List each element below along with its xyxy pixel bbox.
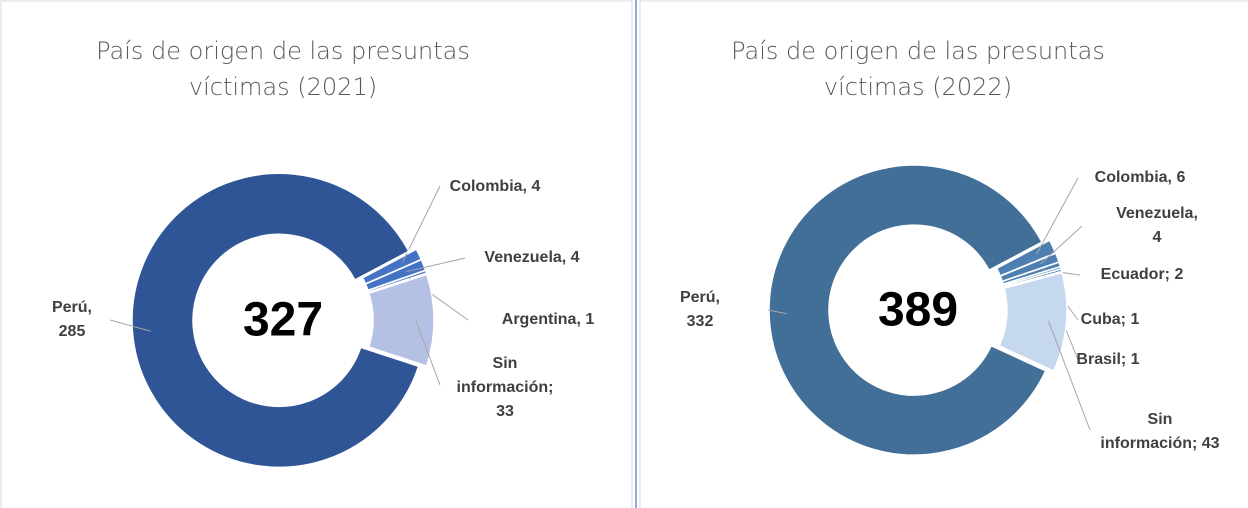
data-label: Perú, 285 <box>51 299 92 340</box>
leader-line <box>109 319 151 332</box>
data-label: Ecuador; 2 <box>1100 266 1184 283</box>
slice <box>367 273 435 367</box>
leader-line <box>402 185 441 263</box>
slice <box>768 164 1047 456</box>
leader-line <box>1040 225 1083 265</box>
panel-border <box>0 0 633 508</box>
slice <box>1002 268 1063 288</box>
leader-line <box>406 257 466 273</box>
center-total: 327 <box>242 293 324 347</box>
chart-title: País de origen de las presuntas víctimas… <box>731 37 1105 101</box>
slice <box>998 271 1068 373</box>
leader-line <box>1036 177 1079 255</box>
data-label: Cuba; 1 <box>1080 311 1140 328</box>
leader-line <box>1048 320 1091 431</box>
data-label: Colombia, 6 <box>1094 169 1186 186</box>
slice <box>131 172 420 469</box>
leader-line <box>767 309 788 315</box>
data-label: Venezuela, 4 <box>1116 205 1198 246</box>
data-label: Argentina, 1 <box>501 311 595 328</box>
leader-line <box>415 319 441 386</box>
panel-border <box>639 0 1248 508</box>
data-label: Brasil; 1 <box>1076 351 1140 368</box>
data-label: Colombia, 4 <box>449 178 541 195</box>
data-label: Sin información; 43 <box>1100 411 1220 452</box>
data-label: Sin información; 33 <box>456 355 554 420</box>
chart-title: País de origen de las presuntas víctimas… <box>96 37 470 101</box>
data-label: Venezuela, 4 <box>484 249 580 266</box>
data-label: Perú, 332 <box>679 289 720 330</box>
slice <box>367 269 428 293</box>
center-total: 389 <box>877 283 959 337</box>
